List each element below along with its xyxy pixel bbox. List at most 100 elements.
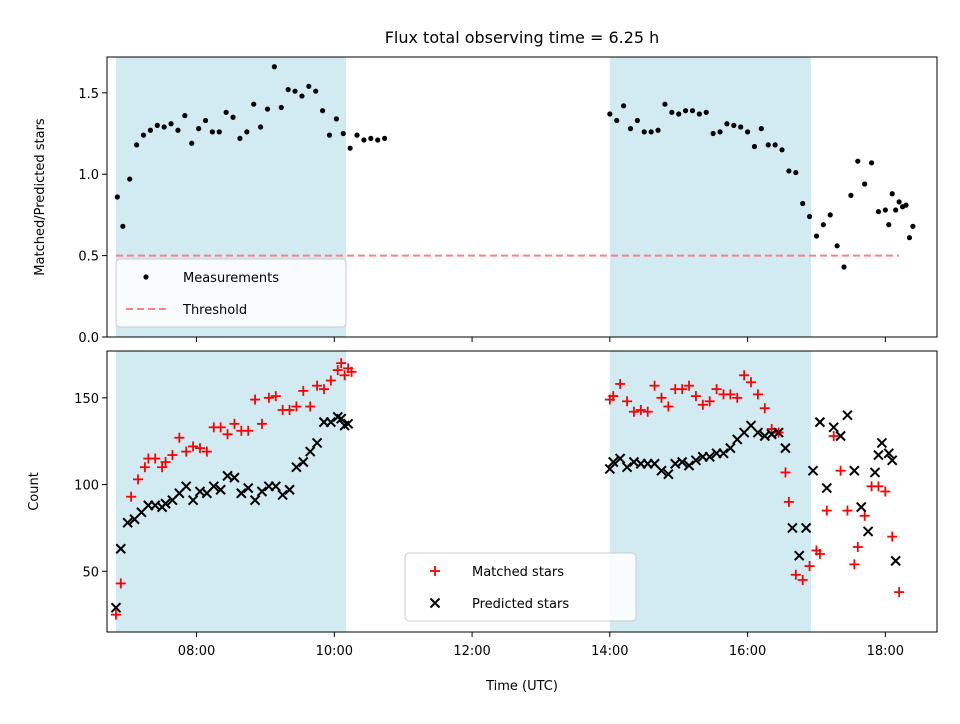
matched-star-point bbox=[305, 401, 316, 412]
measurement-point bbox=[375, 137, 381, 143]
measurement-point bbox=[779, 147, 785, 153]
measurement-point bbox=[886, 222, 892, 228]
matched-star-point bbox=[663, 401, 674, 412]
measurement-point bbox=[765, 142, 771, 148]
matched-star-point bbox=[256, 418, 267, 429]
measurement-point bbox=[147, 127, 153, 133]
predicted-star-point bbox=[115, 543, 126, 554]
measurement-point bbox=[758, 126, 764, 132]
measurement-point bbox=[134, 142, 140, 148]
matched-star-point bbox=[115, 578, 126, 589]
measurement-point bbox=[841, 264, 847, 270]
matched-star-point bbox=[139, 462, 150, 473]
measurement-point bbox=[209, 129, 215, 135]
matched-star-point bbox=[852, 542, 863, 553]
predicted-star-point bbox=[862, 526, 874, 537]
measurement-point bbox=[306, 83, 312, 89]
predicted-star-point bbox=[814, 416, 826, 428]
matched-star-point bbox=[780, 467, 791, 478]
x-tick-label: 08:00 bbox=[178, 644, 215, 659]
bottom-axes: 50 100 150 08:00 10:00 12:00 14:00 16:00 18:00 Co… bbox=[27, 350, 938, 659]
matched-star-point bbox=[346, 366, 357, 377]
matched-star-point bbox=[642, 406, 653, 417]
predicted-star-point bbox=[256, 486, 268, 497]
matched-star-point bbox=[126, 491, 137, 502]
measurement-point bbox=[868, 160, 875, 166]
predicted-star-point bbox=[773, 427, 784, 438]
measurement-point bbox=[333, 116, 339, 122]
matched-star-point bbox=[291, 401, 302, 412]
predicted-star-point bbox=[663, 468, 674, 480]
matched-star-point bbox=[835, 465, 846, 476]
predicted-star-point bbox=[883, 448, 894, 459]
measurement-point bbox=[910, 223, 916, 229]
predicted-star-point bbox=[325, 416, 337, 428]
measurement-point bbox=[813, 233, 820, 239]
matched-star-point bbox=[842, 505, 853, 516]
measurement-point bbox=[271, 64, 277, 70]
matched-star-point bbox=[894, 587, 905, 598]
measurement-point bbox=[738, 124, 744, 130]
measurement-point bbox=[696, 111, 702, 117]
matched-star-point bbox=[615, 378, 626, 389]
measurement-point bbox=[724, 121, 730, 127]
shaded-interval bbox=[609, 57, 811, 337]
predicted-star-point bbox=[780, 442, 791, 454]
legend-box bbox=[115, 258, 347, 328]
y-axis-label: Matched/Predicted stars bbox=[33, 118, 48, 276]
matched-star-point bbox=[608, 391, 619, 402]
measurement-point bbox=[614, 117, 620, 124]
matched-star-point bbox=[250, 394, 261, 405]
matched-star-point bbox=[167, 450, 178, 461]
matched-star-point bbox=[150, 453, 161, 464]
measurement-point bbox=[710, 130, 716, 137]
predicted-star-point bbox=[242, 482, 254, 494]
predicted-star-point bbox=[869, 467, 881, 478]
measurement-point bbox=[299, 93, 305, 99]
predicted-star-point bbox=[604, 463, 616, 475]
predicted-star-point bbox=[876, 437, 888, 449]
matched-star-point bbox=[174, 432, 185, 443]
matched-star-point bbox=[312, 380, 323, 391]
legend-box bbox=[404, 552, 637, 622]
measurement-point bbox=[793, 169, 799, 176]
matched-star-point bbox=[243, 425, 254, 436]
matched-star-point bbox=[188, 441, 199, 452]
measurement-point bbox=[717, 129, 723, 135]
matched-star-point bbox=[318, 384, 329, 395]
measurement-point bbox=[648, 129, 654, 135]
matched-star-point bbox=[821, 505, 832, 516]
predicted-star-point bbox=[298, 456, 309, 468]
legend-label: Measurements bbox=[183, 271, 279, 286]
measurement-point bbox=[641, 129, 647, 135]
matched-star-point bbox=[339, 370, 350, 381]
measurement-point bbox=[189, 140, 195, 146]
measurement-point bbox=[154, 122, 160, 128]
matched-star-point bbox=[628, 406, 639, 417]
predicted-star-point bbox=[614, 453, 626, 464]
matched-star-point bbox=[263, 392, 274, 403]
x-tick-label: 14:00 bbox=[591, 644, 628, 659]
predicted-star-point bbox=[807, 465, 819, 476]
y-axis-label: Count bbox=[27, 472, 42, 511]
predicted-star-point bbox=[873, 449, 884, 461]
measurement-point bbox=[882, 207, 888, 213]
measurement-point bbox=[354, 132, 360, 138]
measurement-point bbox=[607, 111, 613, 117]
measurement-point bbox=[120, 223, 126, 229]
matched-star-point bbox=[270, 391, 281, 402]
predicted-star-point bbox=[676, 456, 688, 468]
matched-star-point bbox=[711, 384, 722, 395]
matched-star-point bbox=[759, 403, 770, 414]
measurement-point bbox=[682, 108, 689, 114]
measurement-point bbox=[381, 135, 388, 141]
y-tick-label: 100 bbox=[74, 479, 99, 494]
x-tick-label: 12:00 bbox=[453, 644, 490, 659]
measurement-point bbox=[786, 168, 792, 174]
measurement-point bbox=[827, 212, 833, 218]
shaded-interval bbox=[115, 351, 347, 632]
measurement-point bbox=[800, 200, 806, 207]
matched-star-point bbox=[649, 380, 660, 391]
matched-star-point bbox=[229, 418, 240, 429]
